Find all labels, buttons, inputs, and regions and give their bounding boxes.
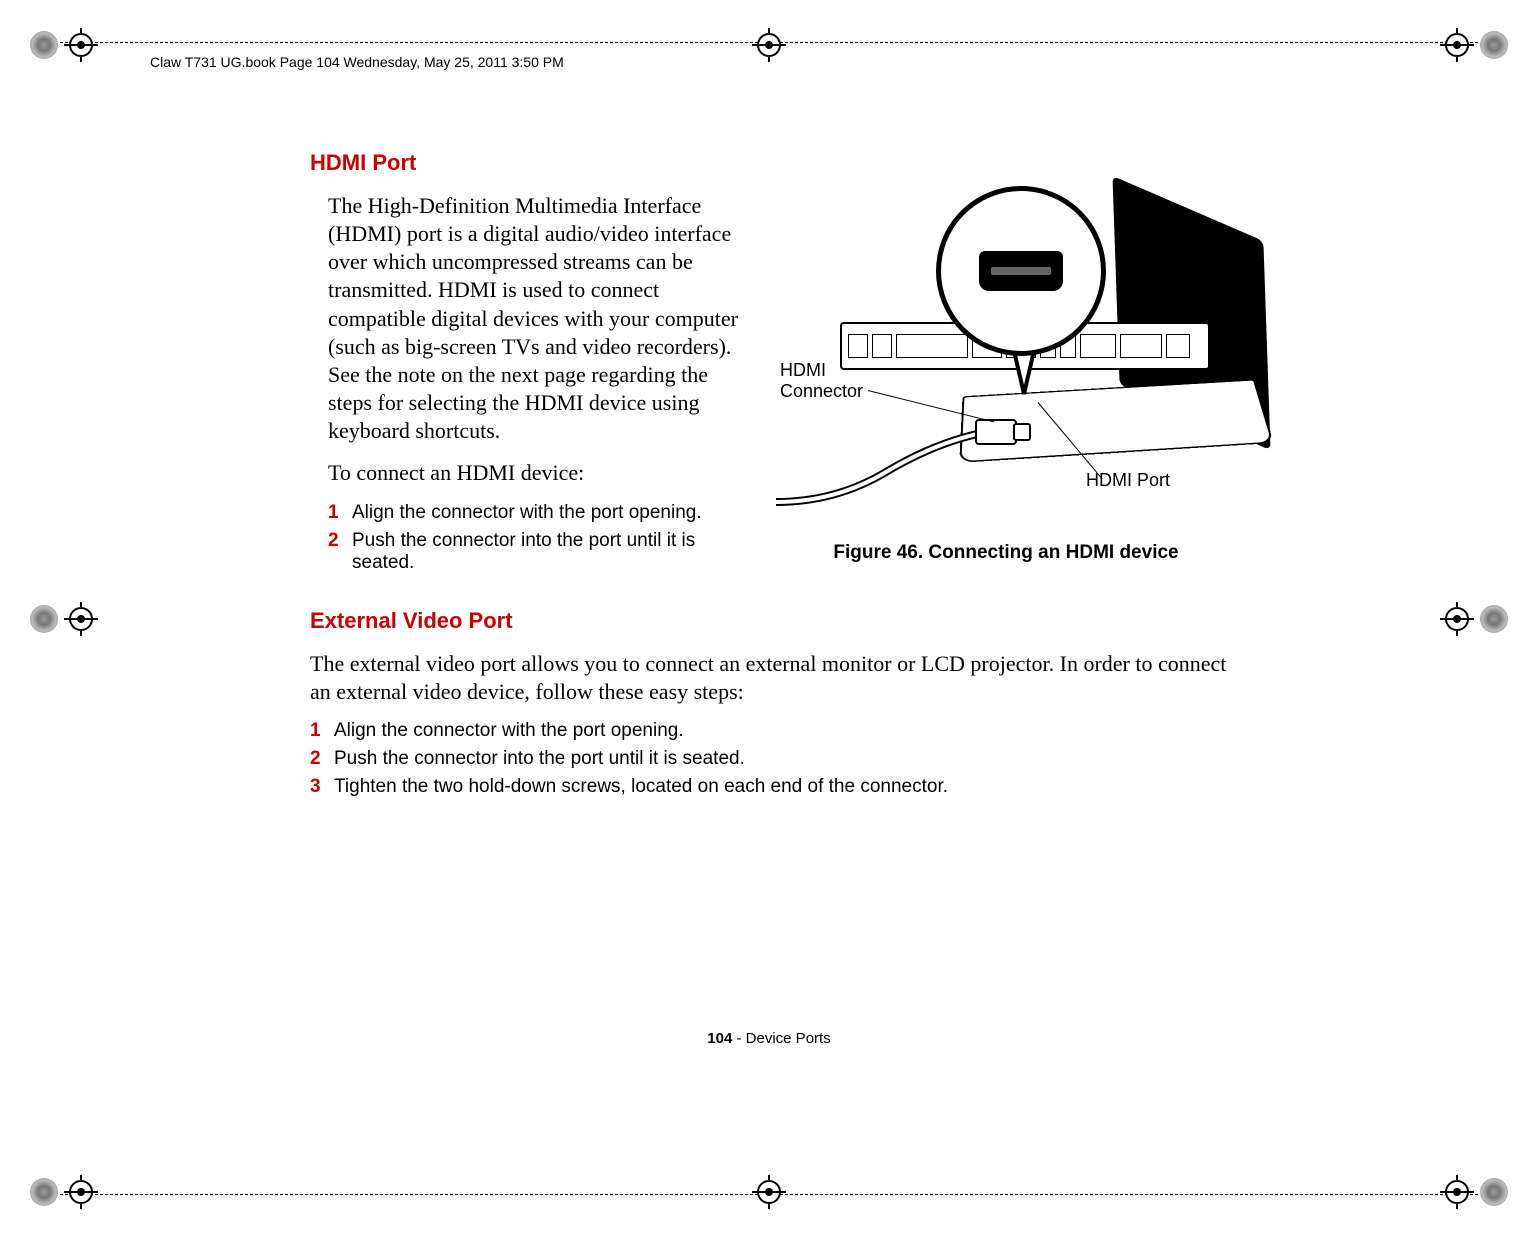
external-video-steps-list: 1Align the connector with the port openi… bbox=[310, 720, 1230, 798]
registration-bottom-center bbox=[752, 1175, 786, 1209]
list-item: 3Tighten the two hold-down screws, locat… bbox=[310, 776, 1230, 798]
hdmi-connect-intro: To connect an HDMI device: bbox=[310, 459, 750, 487]
figure-caption: Figure 46. Connecting an HDMI device bbox=[786, 542, 1226, 564]
hdmi-steps-list: 1Align the connector with the port openi… bbox=[310, 502, 750, 574]
section-title-external-video: External Video Port bbox=[310, 608, 1230, 634]
label-hdmi-connector: HDMI Connector bbox=[780, 360, 863, 401]
list-item: 2Push the connector into the port until … bbox=[328, 530, 750, 574]
registration-bottom-right bbox=[1440, 1175, 1508, 1209]
list-item: 2Push the connector into the port until … bbox=[310, 748, 1230, 770]
registration-top-right bbox=[1440, 28, 1508, 62]
section-title-hdmi: HDMI Port bbox=[310, 150, 1230, 176]
registration-bottom-left bbox=[30, 1175, 98, 1209]
list-item: 1Align the connector with the port openi… bbox=[328, 502, 750, 524]
step-text: Tighten the two hold-down screws, locate… bbox=[334, 776, 948, 798]
step-text: Push the connector into the port until i… bbox=[352, 530, 750, 574]
registration-right-center bbox=[1440, 602, 1508, 636]
two-column-layout: The High-Definition Multimedia Interface… bbox=[310, 192, 1230, 580]
external-video-description: The external video port allows you to co… bbox=[310, 650, 1230, 706]
hdmi-port-icon bbox=[979, 251, 1063, 291]
registration-left-center bbox=[30, 602, 98, 636]
list-item: 1Align the connector with the port openi… bbox=[310, 720, 1230, 742]
page-meta-header: Claw T731 UG.book Page 104 Wednesday, Ma… bbox=[150, 54, 564, 70]
step-text: Align the connector with the port openin… bbox=[352, 502, 702, 524]
page-number: 104 bbox=[707, 1030, 732, 1047]
hdmi-description: The High-Definition Multimedia Interface… bbox=[310, 192, 750, 445]
registration-top-left bbox=[30, 28, 98, 62]
footer-section: - Device Ports bbox=[732, 1030, 830, 1047]
registration-top-center bbox=[752, 28, 786, 62]
hdmi-callout-bubble bbox=[936, 186, 1106, 356]
page-content: HDMI Port The High-Definition Multimedia… bbox=[310, 150, 1230, 804]
hdmi-cable-illustration bbox=[776, 402, 1036, 512]
page-footer: 104 - Device Ports bbox=[707, 1030, 830, 1047]
figure-hdmi: HDMI Connector HDMI Port bbox=[786, 192, 1226, 532]
right-column: HDMI Connector HDMI Port Figure 46. Conn… bbox=[786, 192, 1226, 580]
left-column: The High-Definition Multimedia Interface… bbox=[310, 192, 750, 580]
step-text: Align the connector with the port openin… bbox=[334, 720, 684, 742]
step-text: Push the connector into the port until i… bbox=[334, 748, 745, 770]
